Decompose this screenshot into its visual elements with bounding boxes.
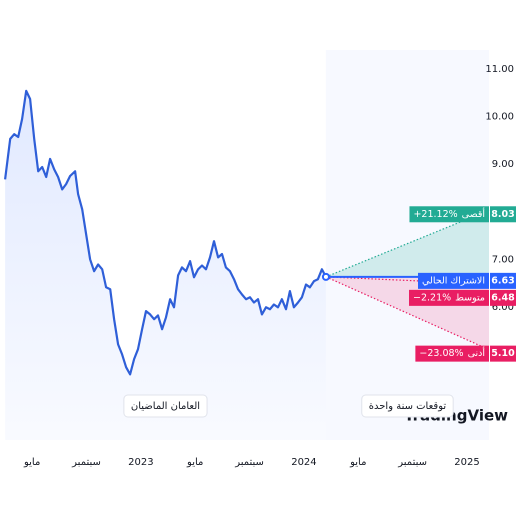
x-tick-label: سبتمبر [397, 457, 427, 468]
forecast-box [409, 289, 489, 306]
forecast-change: +21.12% [413, 209, 457, 220]
price-label: 6.63 [491, 275, 514, 286]
price-label: 5.10 [491, 348, 515, 359]
period-box [361, 394, 454, 418]
x-tick-label: مايو [349, 457, 366, 468]
price-box [490, 289, 516, 306]
forecast-name: أقصى [462, 207, 486, 220]
period-label: توقعات سنة واحدة [369, 401, 447, 412]
y-tick-label: 11.00 [485, 64, 514, 75]
x-tick-label: 2023 [128, 457, 153, 468]
x-tick-label: سبتمبر [234, 457, 264, 468]
last-point [321, 272, 330, 281]
y-tick-label: 7.00 [492, 254, 514, 265]
y-tick-label: 9.00 [492, 159, 514, 170]
forecast-change: −2.21% [413, 292, 451, 303]
price-box [490, 345, 516, 362]
forecast-box [418, 272, 489, 289]
y-tick-label: 6.00 [492, 302, 514, 313]
forecast-line [325, 209, 490, 278]
price-box [490, 206, 516, 223]
x-tick-label: مايو [23, 457, 40, 468]
forecast-name: متوسط [455, 292, 485, 303]
price-label: 6.48 [491, 292, 515, 303]
history-area [5, 90, 326, 441]
x-tick-label: 2025 [454, 457, 479, 468]
x-tick-label: سبتمبر [71, 457, 101, 468]
forecast-box [409, 206, 489, 223]
forecast-line [325, 276, 490, 285]
x-tick-label: مايو [186, 457, 203, 468]
forecast-name: الاشتراك الحالي [422, 275, 485, 286]
period-box [123, 394, 208, 418]
period-label: العامان الماضيان [131, 401, 200, 412]
price-box [490, 272, 516, 289]
price-line [4, 89, 327, 376]
x-tick-label: 2024 [291, 457, 316, 468]
forecast-area [325, 50, 489, 440]
y-tick-label: 10.00 [485, 112, 514, 123]
forecast-change: −23.08% [419, 348, 463, 359]
price-label: 8.03 [491, 209, 514, 220]
forecast-box [415, 345, 489, 362]
forecast-name: أدنى [468, 346, 486, 359]
